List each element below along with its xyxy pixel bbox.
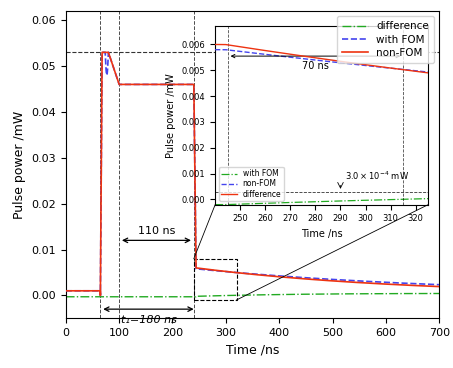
difference bbox=[159, 294, 165, 299]
difference bbox=[63, 294, 68, 299]
with FOM bbox=[159, 82, 165, 86]
difference bbox=[236, 293, 241, 297]
difference bbox=[180, 294, 185, 299]
difference bbox=[286, 292, 292, 297]
with FOM bbox=[99, 50, 105, 54]
Bar bbox=[194, 259, 236, 300]
with FOM bbox=[98, 293, 103, 298]
non-FOM bbox=[180, 82, 185, 86]
non-FOM bbox=[159, 82, 165, 86]
Text: 0.053 mW: 0.053 mW bbox=[240, 45, 297, 56]
Text: t₁=180 ns: t₁=180 ns bbox=[120, 315, 176, 325]
difference bbox=[390, 291, 396, 296]
non-FOM bbox=[286, 275, 292, 280]
difference bbox=[180, 294, 186, 299]
non-FOM bbox=[236, 270, 241, 275]
difference bbox=[437, 291, 442, 296]
X-axis label: Time /ns: Time /ns bbox=[226, 344, 279, 357]
Line: non-FOM: non-FOM bbox=[66, 52, 439, 296]
non-FOM bbox=[390, 282, 396, 287]
Line: difference: difference bbox=[66, 294, 439, 297]
non-FOM bbox=[99, 50, 105, 54]
Y-axis label: Pulse power /mW: Pulse power /mW bbox=[13, 110, 26, 219]
non-FOM bbox=[180, 82, 186, 86]
non-FOM bbox=[437, 284, 442, 289]
non-FOM bbox=[98, 293, 103, 298]
Legend: difference, with FOM, non-FOM: difference, with FOM, non-FOM bbox=[337, 16, 434, 63]
non-FOM bbox=[63, 289, 68, 293]
Line: with FOM: with FOM bbox=[66, 52, 439, 296]
with FOM bbox=[180, 82, 186, 86]
with FOM bbox=[180, 82, 185, 86]
with FOM bbox=[236, 270, 241, 275]
with FOM bbox=[286, 275, 292, 279]
with FOM bbox=[63, 289, 68, 293]
Text: 110 ns: 110 ns bbox=[138, 226, 175, 236]
with FOM bbox=[390, 280, 396, 285]
with FOM bbox=[437, 283, 442, 287]
